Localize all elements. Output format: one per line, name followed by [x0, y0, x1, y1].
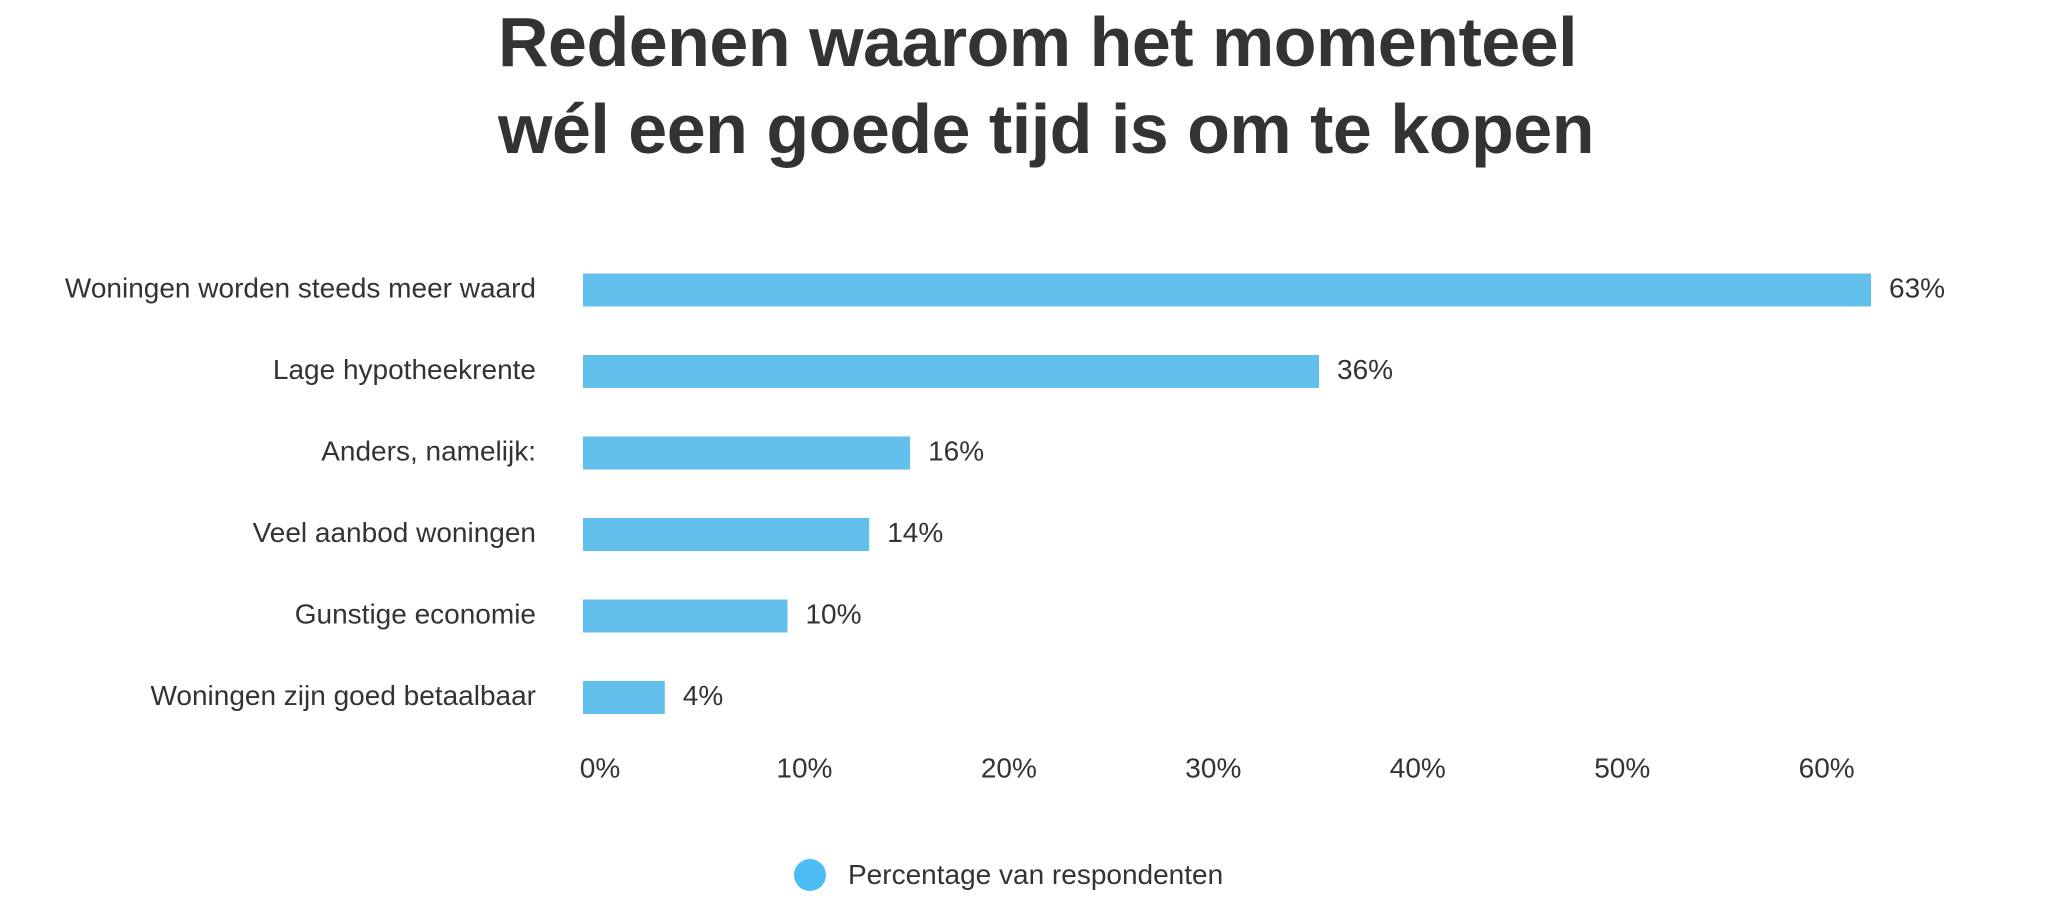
data-label: 14%: [887, 517, 943, 548]
bar: [583, 436, 911, 470]
legend-marker: [794, 859, 826, 891]
bar: [583, 355, 1319, 388]
value-labels: 63% 36% 16% 14% 10% 4%: [683, 272, 1945, 711]
x-tick-label: 40%: [1390, 752, 1446, 783]
bars-group: [583, 273, 1871, 714]
bar: [583, 518, 870, 551]
bar: [583, 681, 665, 714]
x-tick-label: 0%: [580, 752, 620, 783]
data-label: 63%: [1889, 272, 1945, 303]
category-labels: Woningen worden steeds meer waard Lage hy…: [65, 272, 536, 711]
bar: [583, 599, 788, 633]
x-tick-label: 30%: [1185, 752, 1241, 783]
x-tick-label: 50%: [1594, 752, 1650, 783]
category-label: Woningen zijn goed betaalbaar: [150, 680, 536, 711]
chart-title-line-2: wél een goede tijd is om te kopen: [498, 90, 1594, 168]
data-label: 16%: [928, 435, 984, 466]
x-tick-label: 20%: [981, 752, 1037, 783]
x-tick-label: 60%: [1799, 752, 1855, 783]
legend-label: Percentage van respondenten: [848, 859, 1224, 890]
legend: Percentage van respondenten: [794, 855, 1223, 895]
x-tick-label: 10%: [776, 752, 832, 783]
data-label: 10%: [805, 598, 861, 629]
data-label: 4%: [683, 680, 723, 711]
category-label: Lage hypotheekrente: [273, 354, 536, 385]
category-label: Gunstige economie: [295, 598, 536, 629]
bar: [583, 273, 1871, 307]
category-label: Veel aanbod woningen: [253, 517, 536, 548]
data-label: 36%: [1337, 354, 1393, 385]
chart-title-line-1: Redenen waarom het momenteel: [498, 3, 1578, 81]
category-label: Anders, namelijk:: [321, 435, 536, 466]
category-label: Woningen worden steeds meer waard: [65, 272, 536, 303]
x-axis-tick-labels: 0% 10% 20% 30% 40% 50% 60%: [580, 752, 1855, 783]
